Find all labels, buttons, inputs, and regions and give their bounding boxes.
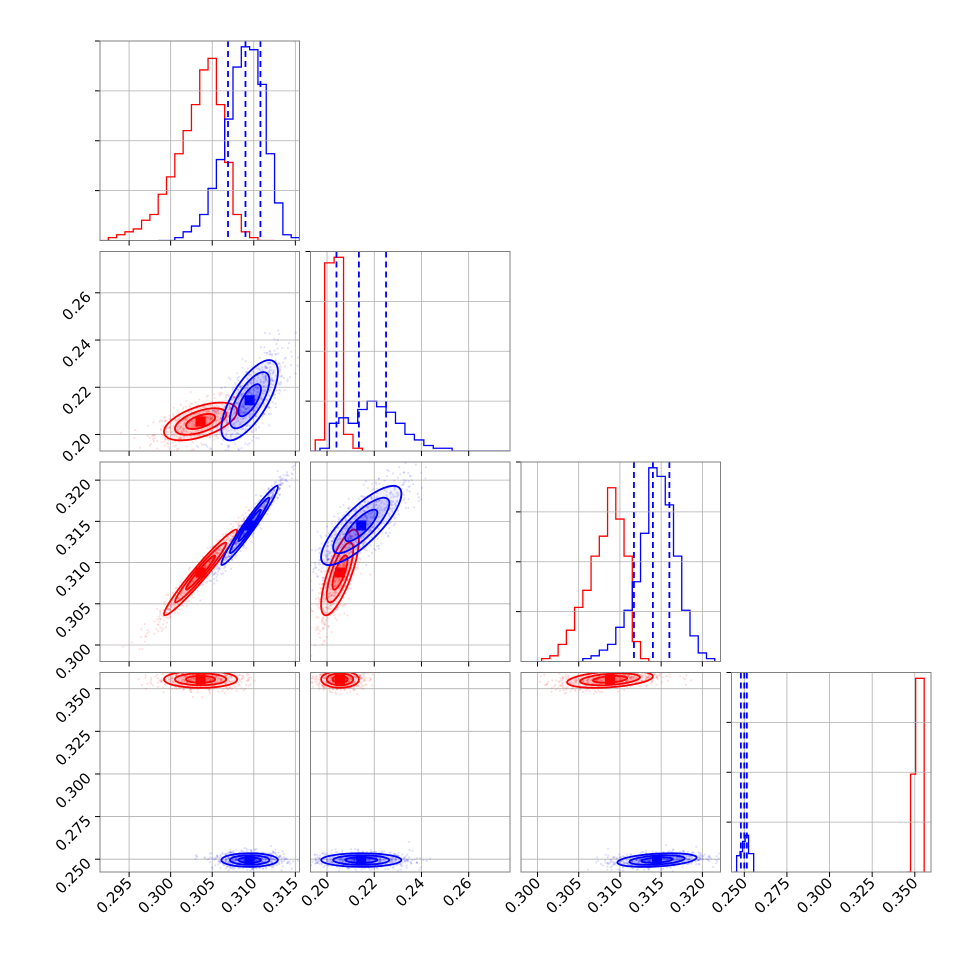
y-tick-label: 0.300 [52, 769, 95, 812]
y-tick-label: 0.315 [52, 517, 95, 560]
scatter-panel-p4-vs-p3 [520, 672, 721, 877]
panel-frame [520, 672, 721, 873]
x-tick-label: 0.250 [708, 874, 751, 917]
x-tick-label: 0.305 [176, 874, 219, 917]
x-tick-label: 0.350 [879, 874, 922, 917]
panel-frame [99, 672, 300, 873]
scatter-panel-p3-vs-p1 [95, 461, 300, 667]
red-peak-marker [335, 674, 346, 685]
scatter-panel-p4-vs-p1 [95, 672, 300, 877]
blue-peak-marker [356, 855, 367, 866]
hist-panel-p4 [726, 672, 932, 877]
x-tick-label: 0.315 [625, 874, 668, 917]
red-histogram [100, 57, 275, 241]
red-histogram [540, 487, 650, 662]
panel-frame [310, 672, 511, 873]
y-tick-label: 0.26 [58, 288, 94, 324]
y-tick-label: 0.310 [52, 558, 95, 601]
panel-frame [99, 461, 300, 662]
red-peak-marker [195, 567, 206, 578]
blue-peak-marker [244, 395, 255, 406]
y-tick-label: 0.22 [58, 382, 94, 418]
hist-panel-p3 [516, 461, 721, 667]
x-tick-label: 0.310 [584, 874, 627, 917]
panel-frame [310, 461, 511, 662]
y-tick-label: 0.250 [52, 854, 95, 897]
blue-histogram [310, 400, 510, 451]
x-tick-label: 0.315 [259, 874, 302, 917]
y-tick-label: 0.300 [52, 640, 95, 683]
y-tick-label: 0.24 [58, 335, 94, 371]
red-histogram [906, 677, 925, 872]
blue-peak-marker [652, 855, 663, 866]
y-tick-label: 0.320 [52, 475, 95, 518]
panel-frame [99, 251, 300, 452]
red-peak-marker [335, 567, 346, 578]
y-tick-label: 0.325 [52, 726, 95, 769]
y-tick-label: 0.305 [52, 599, 95, 642]
panel-frame [731, 672, 932, 873]
blue-peak-marker [244, 520, 255, 531]
x-tick-label: 0.325 [836, 874, 879, 917]
hist-panel-p2 [305, 251, 511, 456]
x-tick-label: 0.300 [793, 874, 836, 917]
x-tick-label: 0.20 [297, 874, 333, 910]
hist-panel-p1 [95, 40, 300, 246]
scatter-panel-p4-vs-p2 [310, 672, 511, 877]
x-tick-label: 0.305 [542, 874, 585, 917]
x-tick-label: 0.22 [345, 874, 381, 910]
x-tick-label: 0.295 [93, 874, 136, 917]
x-tick-label: 0.24 [392, 874, 428, 910]
x-tick-label: 0.310 [218, 874, 261, 917]
scatter-panel-p2-vs-p1 [95, 251, 300, 456]
x-tick-label: 0.320 [666, 874, 709, 917]
y-tick-label: 0.20 [58, 430, 94, 466]
blue-peak-marker [356, 520, 367, 531]
y-tick-label: 0.350 [52, 684, 95, 727]
blue-peak-marker [244, 855, 255, 866]
x-tick-label: 0.275 [751, 874, 794, 917]
panel-frame [99, 40, 300, 241]
red-histogram [314, 256, 364, 451]
red-peak-marker [195, 416, 206, 427]
x-tick-label: 0.300 [134, 874, 177, 917]
panel-frame [310, 251, 511, 452]
x-tick-label: 0.26 [439, 874, 475, 910]
red-peak-marker [195, 674, 206, 685]
red-peak-marker [605, 674, 616, 685]
scatter-panel-p3-vs-p2 [310, 461, 511, 667]
y-tick-label: 0.275 [52, 812, 95, 855]
blue-histogram [158, 46, 300, 241]
x-tick-label: 0.300 [501, 874, 544, 917]
blue-histogram [734, 834, 755, 872]
blue-histogram [582, 467, 716, 662]
panel-frame [520, 461, 721, 662]
